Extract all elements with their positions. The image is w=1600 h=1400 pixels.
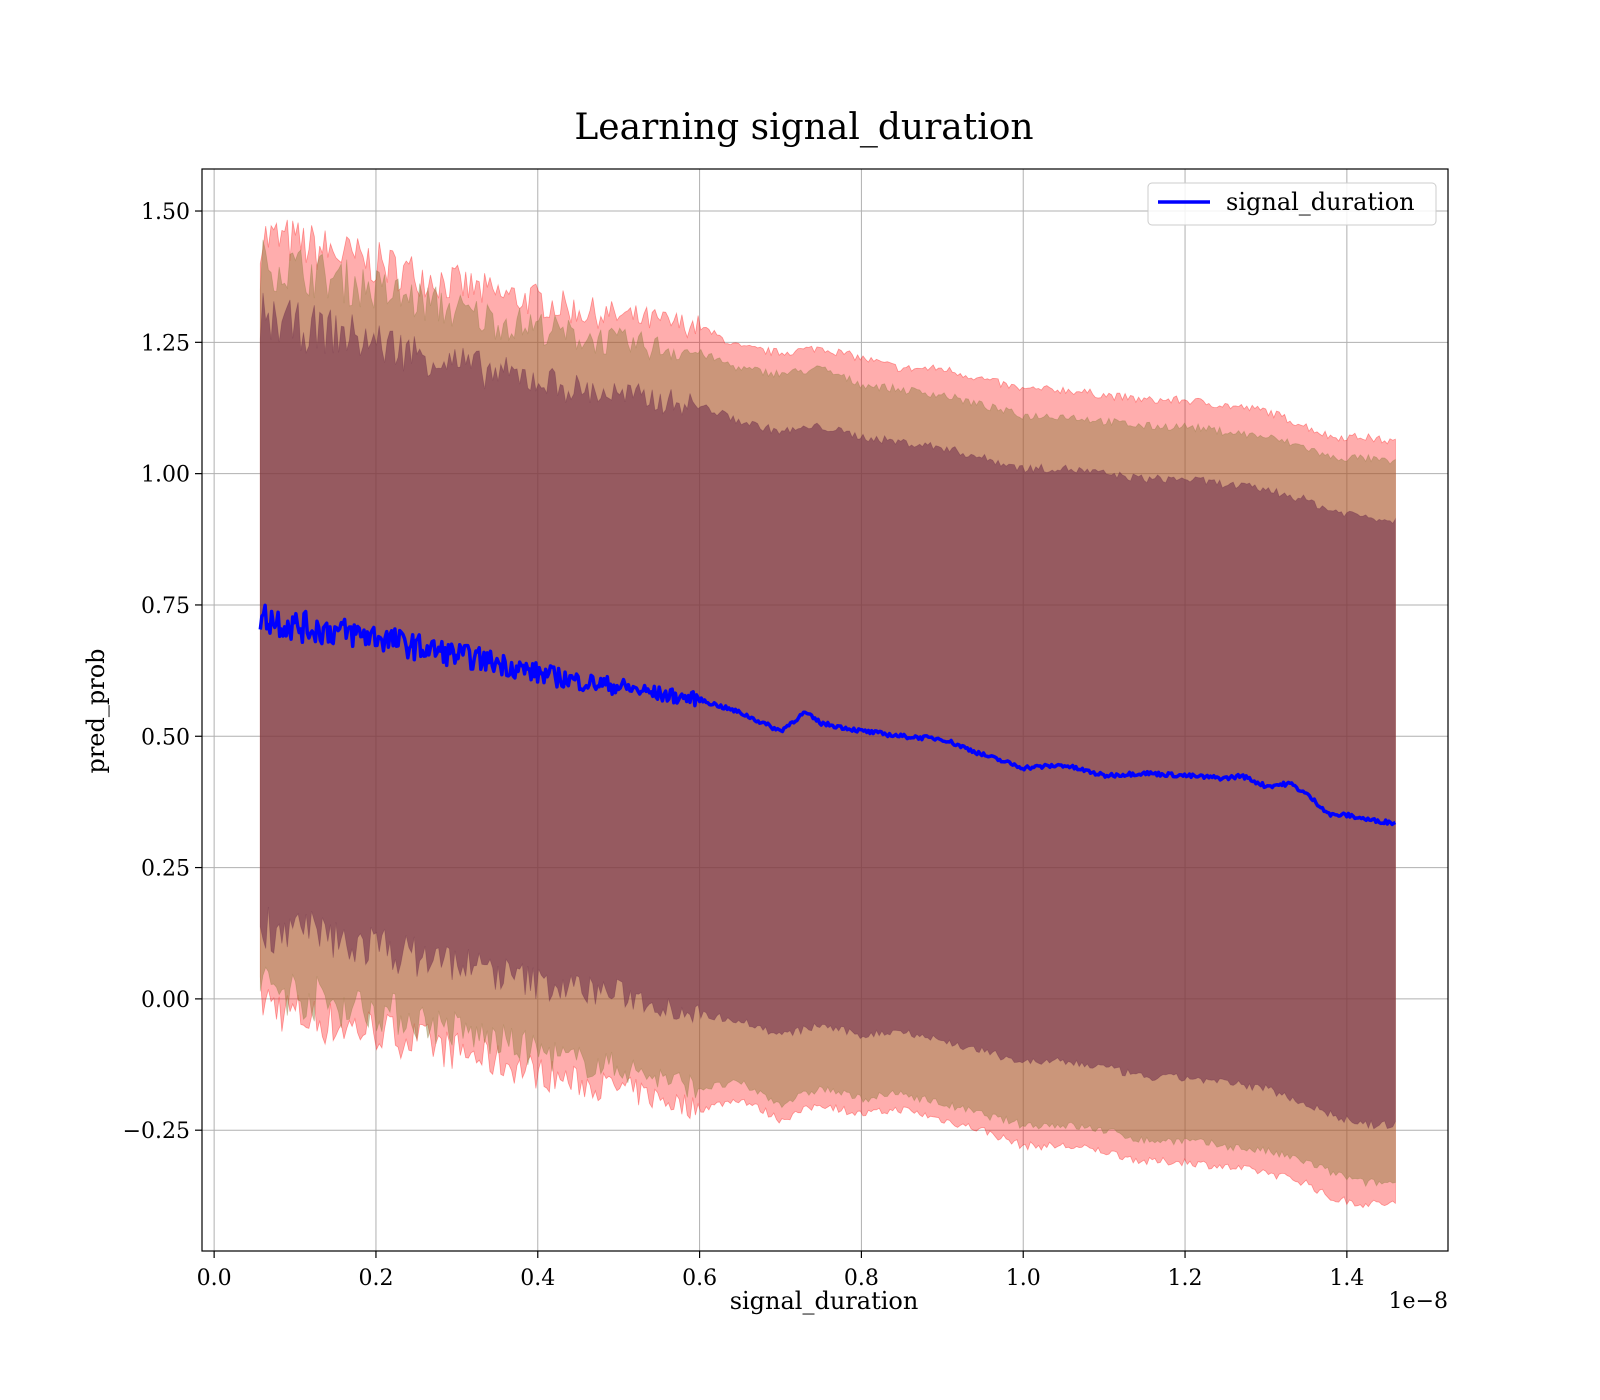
x-tick-label: 1.2 <box>1168 1266 1203 1291</box>
y-tick-label: 0.00 <box>141 988 190 1013</box>
x-tick-label: 0.2 <box>358 1266 393 1291</box>
y-tick-label: −0.25 <box>123 1119 190 1144</box>
legend-label: signal_duration <box>1226 188 1415 216</box>
y-axis-label: pred_prob <box>82 648 110 773</box>
legend-box <box>1147 182 1437 226</box>
series-lines <box>258 603 1397 827</box>
y-tick-label: 0.25 <box>141 857 190 882</box>
y-tick-label: 1.50 <box>141 200 190 225</box>
y-tick-label: 0.50 <box>141 725 190 750</box>
y-axis-ticks: −0.25 0.00 0.25 0.50 0.75 1.00 1.25 1.50 <box>123 200 202 1144</box>
x-tick-label: 1.0 <box>1006 1266 1041 1291</box>
y-tick-label: 1.25 <box>141 331 190 356</box>
x-axis-label: signal_duration <box>730 1287 919 1315</box>
band-inner <box>259 292 1396 1130</box>
x-tick-label: 0.8 <box>844 1266 879 1291</box>
x-tick-label: 0.6 <box>682 1266 717 1291</box>
y-tick-label: 1.00 <box>141 463 190 488</box>
x-tick-label: 1.4 <box>1329 1266 1364 1291</box>
x-axis-ticks: 0.0 0.2 0.4 0.6 0.8 1.0 1.2 1.4 <box>197 1251 1364 1291</box>
y-tick-label: 0.75 <box>141 594 190 619</box>
series-line <box>258 603 1397 827</box>
plot-frame <box>201 168 1449 1252</box>
x-tick-label: 0.4 <box>520 1266 555 1291</box>
legend: signal_duration <box>1147 182 1437 226</box>
x-axis-offset-label: 1e−8 <box>1389 1289 1448 1314</box>
confidence-bands <box>259 219 1396 1209</box>
chart-title: Learning signal_duration <box>574 107 1033 148</box>
x-tick-label: 0.0 <box>197 1266 232 1291</box>
